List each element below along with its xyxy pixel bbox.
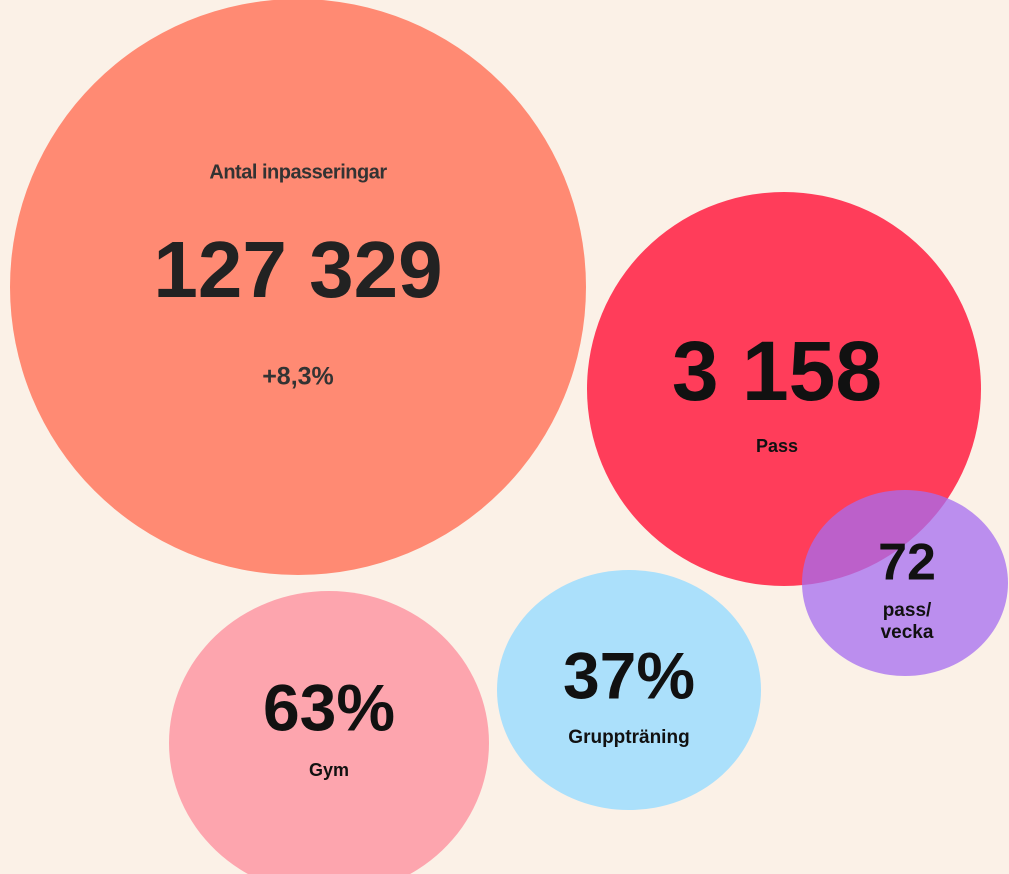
bubble-label: vecka	[881, 622, 934, 643]
bubble-value: 72	[878, 534, 936, 592]
bubble-change: +8,3%	[262, 363, 334, 391]
bubble-value: 3 158	[672, 324, 882, 418]
bubble-group	[497, 570, 761, 810]
bubble-label: Gym	[309, 760, 349, 780]
bubble-label: Antal inpasseringar	[209, 161, 387, 183]
bubble-label: Pass	[756, 436, 798, 456]
bubble-value: 63%	[263, 670, 395, 744]
bubble-sessions	[587, 192, 981, 586]
bubble-per-week	[802, 490, 1008, 676]
bubble-value: 127 329	[153, 225, 442, 314]
bubble-value: 37%	[563, 638, 695, 712]
bubble-entries	[10, 0, 586, 575]
bubble-label: Gruppträning	[568, 727, 689, 748]
bubble-label: pass/	[883, 600, 932, 621]
bubble-gym	[169, 591, 489, 874]
